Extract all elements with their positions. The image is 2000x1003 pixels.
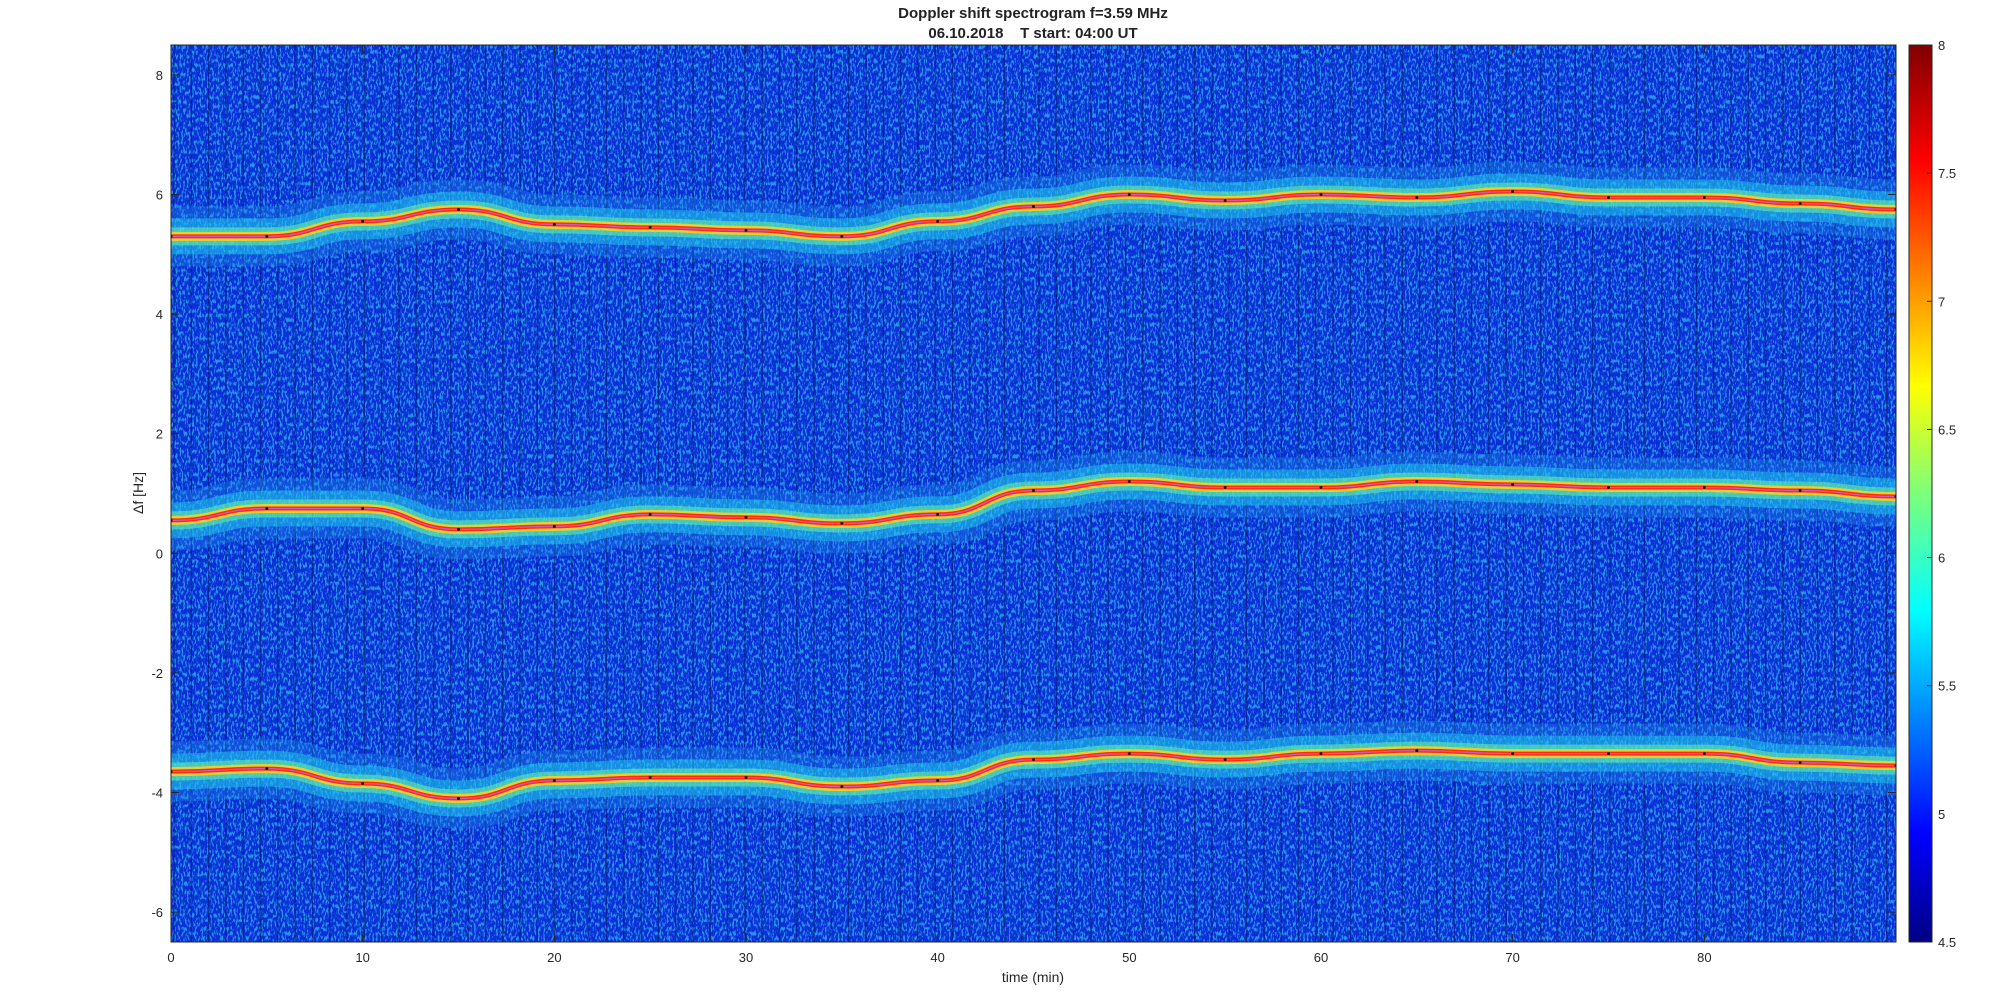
- trace-point: [1607, 752, 1610, 756]
- y-tick-label: 0: [156, 546, 163, 561]
- colorbar-tick-label: 7: [1938, 294, 1945, 309]
- colorbar-tick-label: 8: [1938, 38, 1945, 53]
- trace-point: [265, 506, 269, 510]
- colorbar-tick-label: 6.5: [1938, 422, 1956, 437]
- trace-point: [1127, 480, 1131, 484]
- trace-point: [936, 512, 940, 516]
- trace-point: [1798, 201, 1802, 205]
- x-tick-label: 60: [1314, 950, 1328, 965]
- trace-point: [840, 234, 844, 238]
- trace-point: [1511, 752, 1515, 756]
- trace-point: [1702, 486, 1706, 490]
- trace-point: [265, 234, 269, 238]
- trace-point: [1511, 483, 1515, 487]
- trace-point: [1415, 195, 1419, 199]
- trace-point: [1223, 758, 1227, 762]
- doppler-traces: [171, 161, 1896, 829]
- x-tick-label: 20: [547, 950, 561, 965]
- trace-point: [1319, 486, 1323, 490]
- spectrogram-plot-area: [171, 45, 1896, 942]
- x-tick-label: 40: [930, 950, 944, 965]
- x-tick-label: 70: [1505, 950, 1519, 965]
- trace-point: [1415, 480, 1419, 484]
- trace-point: [361, 219, 365, 223]
- trace-point: [936, 779, 940, 783]
- trace-point: [1032, 204, 1035, 208]
- trace-point: [552, 779, 556, 783]
- trace-point: [1127, 752, 1131, 756]
- y-tick-label: 8: [156, 68, 163, 83]
- trace-point: [1607, 195, 1610, 199]
- trace-point: [1223, 198, 1227, 202]
- trace-point: [1319, 752, 1323, 756]
- trace-point: [1607, 486, 1610, 490]
- trace-point: [1223, 486, 1227, 490]
- colorbar-tick-label: 5: [1938, 807, 1945, 822]
- y-axis-label: Δf [Hz]: [130, 472, 146, 514]
- trace-point: [457, 796, 460, 800]
- trace-point: [552, 524, 556, 528]
- y-tick-label: -6: [151, 905, 163, 920]
- colorbar-tick-label: 7.5: [1938, 166, 1956, 181]
- x-tick-label: 0: [167, 950, 174, 965]
- trace-point: [361, 506, 365, 510]
- trace-point: [457, 207, 460, 211]
- x-tick-label: 10: [355, 950, 369, 965]
- colorbar: [1908, 44, 1933, 943]
- trace-point: [744, 228, 748, 232]
- y-tick-label: -4: [151, 786, 163, 801]
- trace-point: [1702, 195, 1706, 199]
- trace-point: [648, 225, 652, 229]
- colorbar-tick-label: 4.5: [1938, 935, 1956, 950]
- x-tick-label: 30: [739, 950, 753, 965]
- trace-point: [840, 785, 844, 789]
- colorbar-ticks: 4.5 5 5.5 6 6.5 7 7.5 8: [1927, 38, 1956, 950]
- y-tick-label: 6: [156, 188, 163, 203]
- trace-point: [840, 521, 844, 525]
- trace-point: [744, 776, 748, 780]
- x-axis-ticks: 0 10 20 30 40 50 60 70 80: [167, 45, 1712, 965]
- trace-point: [265, 767, 269, 771]
- y-tick-label: 4: [156, 307, 163, 322]
- trace-point: [1415, 749, 1419, 753]
- y-tick-label: 2: [156, 427, 163, 442]
- plot-frame: [170, 44, 1897, 943]
- y-tick-label: -2: [151, 666, 163, 681]
- trace-point: [1032, 758, 1035, 762]
- trace-point: [457, 527, 460, 531]
- trace-point: [648, 512, 652, 516]
- trace-point: [1798, 761, 1802, 765]
- trace-point: [1032, 489, 1035, 493]
- x-axis-label: time (min): [1002, 969, 1064, 985]
- colorbar-tick-label: 6: [1938, 551, 1945, 566]
- trace-point: [361, 782, 365, 786]
- chart-title: Doppler shift spectrogram f=3.59 MHz: [898, 5, 1168, 22]
- trace-point: [744, 515, 748, 519]
- x-tick-label: 80: [1697, 950, 1711, 965]
- trace-point: [648, 776, 652, 780]
- trace-point: [1127, 193, 1131, 196]
- trace-point: [936, 219, 940, 223]
- trace-point: [552, 222, 556, 226]
- colorbar-tick-label: 5.5: [1938, 679, 1956, 694]
- trace-point: [1319, 193, 1323, 196]
- trace-point: [1798, 489, 1802, 493]
- trace-point: [1702, 752, 1706, 756]
- x-tick-label: 50: [1122, 950, 1136, 965]
- trace-point: [1511, 190, 1515, 194]
- y-axis-ticks: -6 -4 -2 0 2 4 6 8: [151, 68, 1896, 920]
- chart-subtitle: 06.10.2018 T start: 04:00 UT: [928, 25, 1137, 42]
